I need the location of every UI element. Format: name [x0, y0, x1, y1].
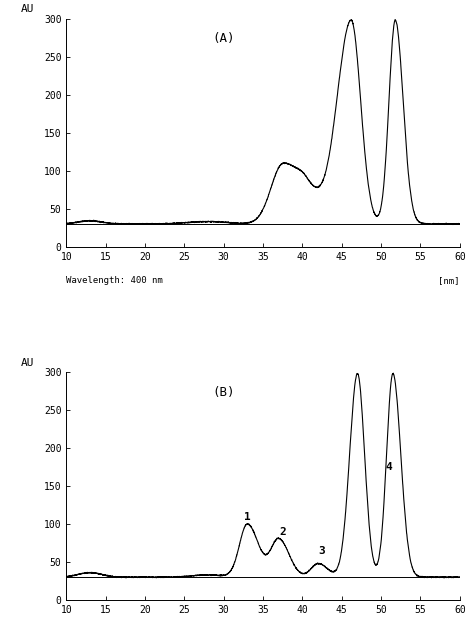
Text: 2: 2 — [279, 527, 286, 537]
Text: (A): (A) — [212, 32, 235, 46]
Text: 4: 4 — [385, 462, 392, 472]
Text: Wavelength: 400 nm: Wavelength: 400 nm — [66, 276, 163, 286]
Text: AU: AU — [21, 357, 35, 367]
Text: 3: 3 — [319, 546, 326, 556]
Text: [nm]: [nm] — [438, 276, 460, 286]
Text: 1: 1 — [244, 512, 251, 522]
Text: (B): (B) — [212, 386, 235, 399]
Text: AU: AU — [21, 4, 35, 14]
